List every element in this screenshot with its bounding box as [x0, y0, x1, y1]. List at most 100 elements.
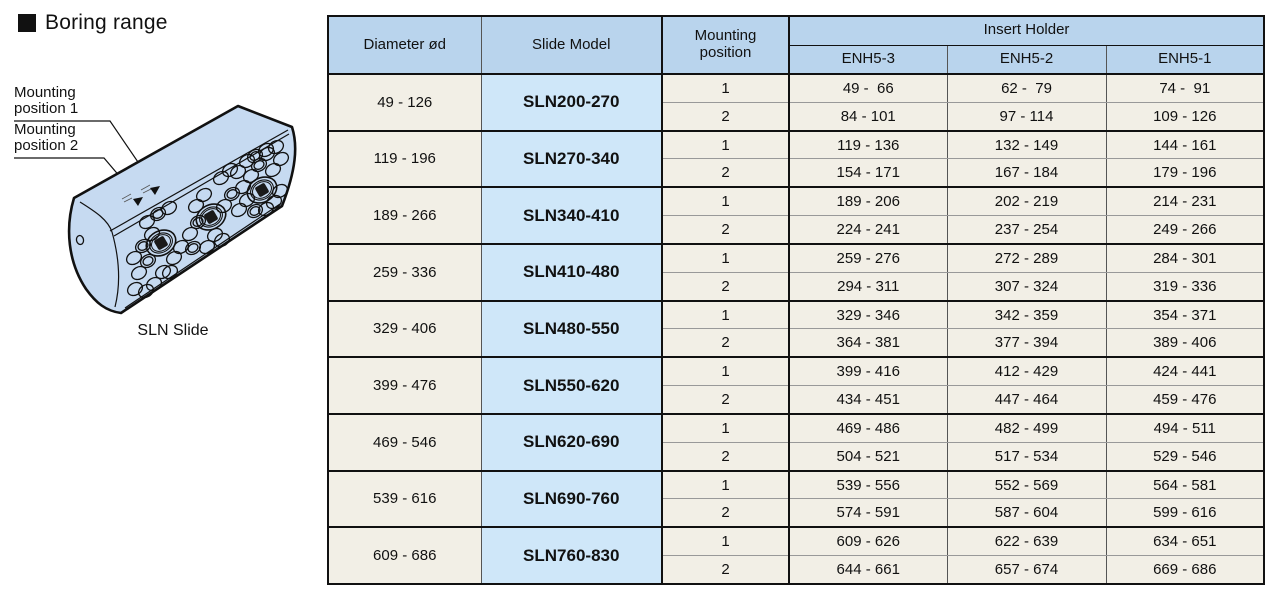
table-row: 2 504 - 521 517 - 534 529 - 546 — [328, 441, 1265, 472]
diameter-cell: 399 - 476 — [327, 356, 482, 415]
slide-model-cell: SLN480-550 — [480, 299, 663, 358]
range-cell: 377 - 394 — [946, 328, 1107, 358]
range-cell: 109 - 126 — [1105, 101, 1265, 132]
range-cell: 494 - 511 — [1105, 412, 1265, 443]
slide-model-cell: SLN410-480 — [480, 242, 663, 302]
range-cell: 434 - 451 — [788, 385, 948, 415]
table-row: 2 84 - 101 97 - 114 109 - 126 — [328, 101, 1265, 132]
mounting-position-cell: 2 — [661, 101, 790, 132]
range-cell: 517 - 534 — [946, 441, 1107, 472]
range-cell: 132 - 149 — [946, 129, 1107, 160]
range-cell: 469 - 486 — [788, 412, 948, 443]
range-cell: 84 - 101 — [788, 101, 948, 132]
col-header-slide-model: Slide Model — [480, 15, 663, 75]
range-cell: 189 - 206 — [788, 186, 948, 217]
table-row: 189 - 266 SLN340-410 1 189 - 206 202 - 219 21… — [327, 186, 1265, 245]
diameter-cell: 329 - 406 — [327, 299, 482, 358]
col-header-enh5-3: ENH5-3 — [788, 44, 948, 75]
range-cell: 399 - 416 — [788, 356, 948, 387]
range-cell: 564 - 581 — [1105, 469, 1265, 500]
table-row: 469 - 546 SLN620-690 1 469 - 486 482 - 499 49… — [327, 412, 1265, 472]
mounting-position-cell: 2 — [661, 271, 790, 302]
mounting-position-2-label: Mounting position 2 — [14, 121, 79, 154]
slide-model-cell: SLN270-340 — [480, 129, 663, 188]
range-cell: 424 - 441 — [1105, 356, 1265, 387]
range-cell: 609 - 626 — [788, 526, 948, 557]
range-cell: 587 - 604 — [946, 498, 1107, 528]
end-face-hole — [75, 234, 85, 246]
range-cell: 224 - 241 — [788, 215, 948, 245]
col-header-mounting-position: Mounting position — [661, 15, 790, 75]
engraving-marks — [121, 184, 152, 203]
range-cell: 74 - 91 — [1105, 72, 1265, 103]
range-cell: 97 - 114 — [946, 101, 1107, 132]
col-header-diameter: Diameter ød — [327, 15, 482, 75]
range-cell: 389 - 406 — [1105, 328, 1265, 358]
slide-model-cell: SLN760-830 — [480, 526, 663, 585]
range-cell: 319 - 336 — [1105, 271, 1265, 302]
range-cell: 447 - 464 — [946, 385, 1107, 415]
table-row: 2 364 - 381 377 - 394 389 - 406 — [328, 328, 1265, 358]
mounting-position-cell: 1 — [661, 186, 790, 217]
range-cell: 669 - 686 — [1105, 555, 1265, 585]
range-cell: 307 - 324 — [946, 271, 1107, 302]
mounting-position-cell: 2 — [661, 555, 790, 585]
col-header-insert-holder: Insert Holder — [788, 15, 1265, 46]
range-cell: 482 - 499 — [946, 412, 1107, 443]
slide-model-cell: SLN550-620 — [480, 356, 663, 415]
figure-caption: SLN Slide — [137, 322, 209, 339]
table-row: 259 - 336 SLN410-480 1 259 - 276 272 - 289 28… — [327, 242, 1265, 302]
range-cell: 354 - 371 — [1105, 299, 1265, 330]
table-row: 2 154 - 171 167 - 184 179 - 196 — [328, 158, 1265, 188]
range-cell: 622 - 639 — [946, 526, 1107, 557]
range-cell: 259 - 276 — [788, 242, 948, 273]
table-row: 119 - 196 SLN270-340 1 119 - 136 132 - 149 14… — [327, 129, 1265, 188]
diameter-cell: 609 - 686 — [327, 526, 482, 585]
range-cell: 552 - 569 — [946, 469, 1107, 500]
clamp-sockets — [145, 176, 278, 257]
range-cell: 294 - 311 — [788, 271, 948, 302]
diameter-cell: 49 - 126 — [327, 73, 482, 132]
boring-range-table: Diameter ød Slide Model Mounting positio… — [327, 15, 1266, 585]
section-title-label: Boring range — [45, 11, 168, 34]
range-cell: 644 - 661 — [788, 555, 948, 585]
range-cell: 214 - 231 — [1105, 186, 1265, 217]
range-cell: 284 - 301 — [1105, 242, 1265, 273]
range-cell: 634 - 651 — [1105, 526, 1265, 557]
range-cell: 249 - 266 — [1105, 215, 1265, 245]
range-cell: 342 - 359 — [946, 299, 1107, 330]
mounting-position-cell: 1 — [661, 72, 790, 103]
range-cell: 49 - 66 — [788, 72, 948, 103]
table-row: 2 644 - 661 657 - 674 669 - 686 — [328, 555, 1265, 585]
table-row: 399 - 476 SLN550-620 1 399 - 416 412 - 429 42… — [327, 356, 1265, 415]
mounting-position-cell: 1 — [661, 242, 790, 273]
range-cell: 179 - 196 — [1105, 158, 1265, 188]
slide-model-cell: SLN620-690 — [480, 412, 663, 472]
mounting-position-1-label: Mounting position 1 — [14, 84, 79, 117]
mounting-position-cell: 1 — [661, 356, 790, 387]
col-header-enh5-2: ENH5-2 — [946, 44, 1107, 75]
slide-model-cell: SLN690-760 — [480, 469, 663, 528]
mounting-position-cell: 2 — [661, 328, 790, 358]
mounting-position-cell: 2 — [661, 385, 790, 415]
table-row: 329 - 406 SLN480-550 1 329 - 346 342 - 359 35… — [327, 299, 1265, 358]
range-cell: 504 - 521 — [788, 441, 948, 472]
range-cell: 459 - 476 — [1105, 385, 1265, 415]
range-cell: 364 - 381 — [788, 328, 948, 358]
mounting-position-cell: 2 — [661, 441, 790, 472]
table-row: 2 434 - 451 447 - 464 459 - 476 — [328, 385, 1265, 415]
slide-model-cell: SLN340-410 — [480, 186, 663, 245]
diameter-cell: 189 - 266 — [327, 186, 482, 245]
section-title: Boring range — [18, 11, 168, 35]
mounting-position-1-arrow — [150, 186, 160, 195]
col-header-enh5-1: ENH5-1 — [1105, 44, 1265, 75]
mounting-position-cell: 2 — [661, 498, 790, 528]
range-cell: 144 - 161 — [1105, 129, 1265, 160]
table-row: 2 294 - 311 307 - 324 319 - 336 — [328, 271, 1265, 302]
range-cell: 272 - 289 — [946, 242, 1107, 273]
table-row: 539 - 616 SLN690-760 1 539 - 556 552 - 569 56… — [327, 469, 1265, 528]
mounting-position-cell: 2 — [661, 158, 790, 188]
mounting-position-cell: 1 — [661, 129, 790, 160]
table-row: 2 224 - 241 237 - 254 249 - 266 — [328, 215, 1265, 245]
